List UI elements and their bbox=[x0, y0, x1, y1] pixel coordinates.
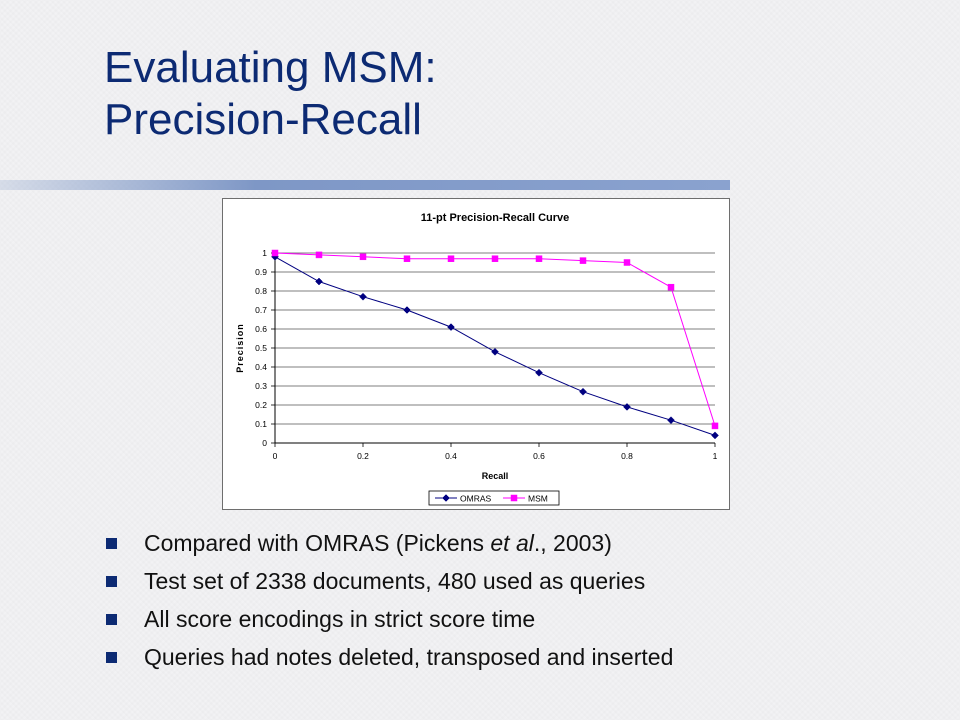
data-point-msm bbox=[315, 251, 323, 259]
y-tick-label: 0.8 bbox=[255, 286, 267, 296]
precision-recall-chart: 11-pt Precision-Recall Curve 0 0.1 0.2 0.3 0.… bbox=[222, 198, 730, 510]
y-tick-label: 0.3 bbox=[255, 381, 267, 391]
legend-label-msm: MSM bbox=[528, 494, 548, 504]
y-tick-label: 0.1 bbox=[255, 419, 267, 429]
bullet-item: Queries had notes deleted, transposed an… bbox=[104, 638, 673, 676]
y-tick-label: 0.9 bbox=[255, 267, 267, 277]
chart-svg: 11-pt Precision-Recall Curve 0 0.1 0.2 0.3 0.… bbox=[235, 212, 719, 506]
bullet-text: All score encodings in strict score time bbox=[144, 606, 536, 632]
slide-title-line-2: Precision-Recall bbox=[104, 95, 422, 144]
y-tick-label: 0.6 bbox=[255, 324, 267, 334]
y-tick-label: 0.2 bbox=[255, 400, 267, 410]
data-point-msm bbox=[403, 255, 411, 262]
title-divider bbox=[0, 180, 730, 190]
bullet-square-icon bbox=[106, 576, 117, 587]
slide-title-line-1: Evaluating MSM: bbox=[104, 43, 437, 92]
bullet-text-italic: et al bbox=[490, 530, 534, 556]
data-point-omras bbox=[403, 306, 411, 314]
data-point-msm bbox=[271, 249, 279, 257]
data-point-omras bbox=[315, 277, 323, 286]
y-tick-label: 0.4 bbox=[255, 362, 267, 372]
x-tick-label: 0.4 bbox=[445, 451, 457, 461]
x-tick-label: 1 bbox=[713, 451, 718, 461]
legend-marker-msm bbox=[510, 494, 518, 502]
chart-title: 11-pt Precision-Recall Curve bbox=[421, 212, 570, 224]
x-tick-label: 0.6 bbox=[533, 451, 545, 461]
data-point-omras bbox=[579, 387, 587, 396]
data-point-msm bbox=[359, 253, 367, 261]
data-point-msm bbox=[491, 255, 499, 262]
bullet-square-icon bbox=[106, 652, 117, 663]
bullet-item: Compared with OMRAS (Pickens et al., 200… bbox=[104, 524, 673, 562]
y-axis-label: Precision bbox=[235, 323, 245, 373]
data-point-omras bbox=[623, 403, 631, 411]
data-point-omras bbox=[535, 368, 543, 377]
bullet-item: All score encodings in strict score time bbox=[104, 600, 673, 638]
data-point-omras bbox=[447, 323, 455, 331]
legend-marker-omras bbox=[442, 494, 450, 502]
legend-label-omras: OMRAS bbox=[460, 494, 492, 504]
data-point-omras bbox=[491, 347, 499, 356]
x-axis-label: Recall bbox=[482, 471, 509, 481]
chart-legend bbox=[428, 490, 560, 506]
bullet-text: Compared with OMRAS (Pickens bbox=[144, 530, 491, 556]
data-point-msm bbox=[711, 422, 719, 430]
bullet-item: Test set of 2338 documents, 480 used as … bbox=[104, 562, 673, 600]
bullet-list: Compared with OMRAS (Pickens et al., 200… bbox=[104, 524, 673, 676]
y-tick-label: 1 bbox=[262, 248, 267, 258]
y-tick-label: 0.7 bbox=[255, 305, 267, 315]
data-point-omras bbox=[667, 416, 675, 425]
slide-title: Evaluating MSM: Precision-Recall bbox=[104, 42, 437, 146]
bullet-square-icon bbox=[106, 538, 117, 549]
y-tick-label: 0.5 bbox=[255, 343, 267, 353]
bullet-text-end: ., 2003) bbox=[533, 530, 612, 556]
bullet-square-icon bbox=[106, 614, 117, 625]
data-point-msm bbox=[535, 255, 543, 262]
series-line-msm bbox=[274, 252, 716, 427]
x-tick-label: 0.2 bbox=[357, 451, 369, 461]
data-point-omras bbox=[711, 431, 719, 440]
data-point-msm bbox=[667, 283, 675, 291]
bullet-text: Test set of 2338 documents, 480 used as … bbox=[144, 568, 646, 594]
data-point-omras bbox=[359, 292, 367, 301]
data-point-msm bbox=[579, 257, 587, 264]
y-tick-label: 0 bbox=[262, 438, 267, 448]
data-point-msm bbox=[447, 255, 455, 262]
x-tick-label: 0 bbox=[273, 451, 278, 461]
bullet-text: Queries had notes deleted, transposed an… bbox=[144, 644, 674, 670]
data-point-msm bbox=[623, 259, 631, 266]
x-tick-label: 0.8 bbox=[621, 451, 633, 461]
series-line-omras bbox=[274, 256, 716, 436]
